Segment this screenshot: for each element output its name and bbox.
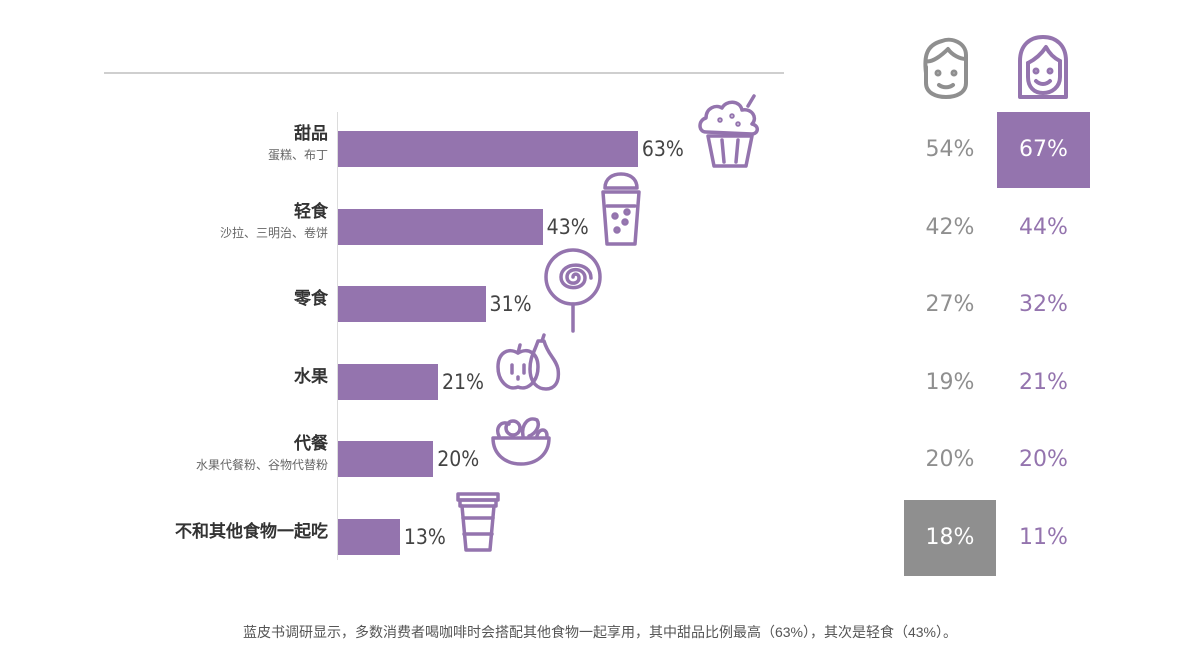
bar: [338, 363, 438, 400]
bar-value-label: 20%: [437, 447, 480, 471]
chart-row: 代餐水果代餐粉、谷物代替粉 20% 20% 20%: [0, 417, 1200, 482]
category-name: 水果: [294, 366, 328, 386]
category-label: 水果: [294, 367, 328, 387]
male-value-cell: 27%: [925, 292, 975, 317]
male-value-cell: 20%: [925, 447, 975, 472]
female-value-cell: 67%: [997, 112, 1090, 188]
bar: [338, 441, 434, 477]
bar: [338, 518, 400, 555]
category-label: 代餐水果代餐粉、谷物代替粉: [196, 434, 328, 473]
male-value-cell: 19%: [925, 369, 975, 395]
bar-value-label: 63%: [641, 137, 684, 161]
salad-bowl-icon: [489, 410, 553, 473]
female-face-icon: [1018, 35, 1068, 99]
bar-value-label: 21%: [441, 369, 484, 394]
category-name: 代餐: [294, 434, 328, 453]
bar: [338, 208, 543, 245]
bar-axis: [337, 112, 338, 560]
coffee-cup-icon: [456, 490, 500, 557]
category-name: 甜品: [294, 124, 328, 143]
category-label: 不和其他食物一起吃: [175, 522, 328, 542]
lollipop-icon: [542, 247, 604, 338]
drink-glass-icon: [599, 170, 643, 255]
bar: [338, 131, 638, 167]
cupcake-icon: [694, 92, 766, 177]
bar-value-label: 13%: [403, 524, 446, 549]
category-name: 零食: [294, 289, 328, 308]
apple-pear-icon: [494, 332, 562, 398]
bar-value-label: 43%: [546, 214, 589, 239]
male-face-icon: [923, 37, 968, 99]
chart-caption: 蓝皮书调研显示，多数消费者喝咖啡时会搭配其他食物一起享用，其中甜品比例最高（63…: [242, 624, 958, 640]
female-value-cell: 44%: [1019, 214, 1068, 240]
chart-row: 不和其他食物一起吃 13% 18% 11%: [0, 491, 1200, 576]
female-value-cell: 32%: [1019, 292, 1068, 317]
bar: [338, 286, 486, 322]
female-value-cell: 11%: [1019, 524, 1068, 550]
chart-row: 零食 31% 27% 32%: [0, 248, 1200, 333]
male-value-cell: 18%: [904, 499, 996, 576]
category-label: 甜品蛋糕、布丁: [268, 124, 328, 163]
bar-value-label: 31%: [489, 292, 532, 316]
category-label: 轻食沙拉、三明治、卷饼: [220, 202, 328, 241]
female-value-cell: 20%: [1019, 447, 1068, 472]
category-sublabel: 沙拉、三明治、卷饼: [219, 225, 328, 240]
male-value-cell: 54%: [925, 137, 975, 162]
chart-row: 轻食沙拉、三明治、卷饼 43% 42% 44%: [0, 171, 1200, 250]
category-sublabel: 蛋糕、布丁: [267, 148, 328, 162]
male-value-cell: 42%: [925, 214, 975, 240]
chart-row: 水果 21% 19% 21%: [0, 332, 1200, 405]
chart-row: 甜品蛋糕、布丁 63% 54% 67%: [0, 94, 1200, 188]
top-divider: [104, 72, 784, 74]
category-label: 零食: [294, 289, 328, 309]
female-value-cell: 21%: [1019, 369, 1068, 395]
category-name: 轻食: [294, 201, 328, 221]
category-name: 不和其他食物一起吃: [175, 521, 328, 541]
category-sublabel: 水果代餐粉、谷物代替粉: [195, 458, 328, 472]
